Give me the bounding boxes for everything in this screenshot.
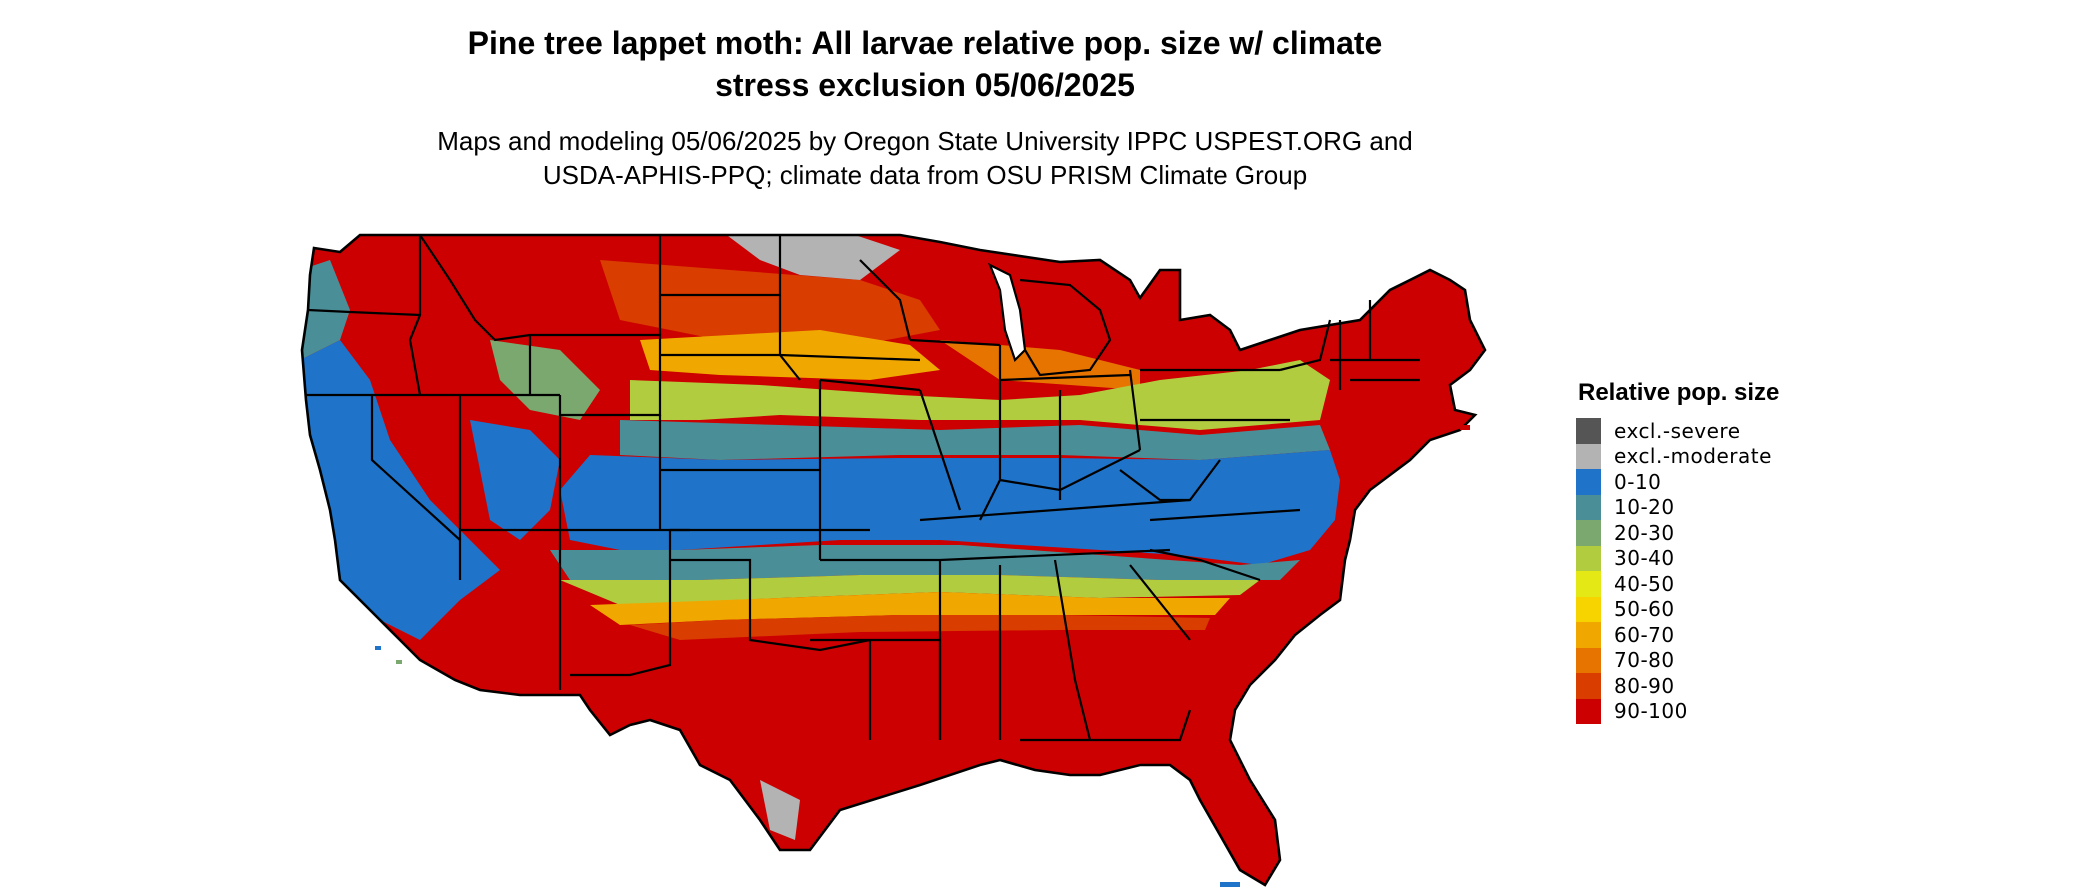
legend-swatch xyxy=(1576,647,1601,673)
legend-label: 50-60 xyxy=(1614,597,1675,622)
legend-label: 20-30 xyxy=(1614,520,1675,545)
population-bands xyxy=(302,235,1485,885)
border-ga-sc xyxy=(1129,564,1191,641)
legend-item-90-100: 90-100 xyxy=(1576,698,1779,724)
map-subtitle: Maps and modeling 05/06/2025 by Oregon S… xyxy=(340,124,1510,192)
border-wi-il xyxy=(909,338,1001,347)
state-boundaries xyxy=(300,233,1487,887)
border-wa-or xyxy=(307,308,421,317)
legend-item-40-50: 40-50 xyxy=(1576,571,1779,597)
legend-item-20-30: 20-30 xyxy=(1576,520,1779,546)
band-30-40-south xyxy=(560,575,1260,605)
legend-swatch xyxy=(1576,469,1601,495)
border-mn-wi xyxy=(859,259,912,341)
legend-item-0-10: 0-10 xyxy=(1576,469,1779,495)
border-al-ga xyxy=(1053,559,1092,741)
lake-michigan-outline xyxy=(987,262,1027,363)
legend-item-70-80: 70-80 xyxy=(1576,647,1779,673)
legend-swatch xyxy=(1576,494,1601,520)
border-ia-mo xyxy=(819,378,921,392)
border-ny-ne xyxy=(1279,319,1332,372)
border-mi-oh xyxy=(999,373,1131,382)
band-20-30-mountain xyxy=(490,340,600,420)
legend-item-excl-moderate: excl.-moderate xyxy=(1576,443,1779,469)
legend-swatch xyxy=(1576,622,1601,648)
border-nm-tx xyxy=(570,530,672,677)
band-0-10 xyxy=(560,450,1340,565)
legend-item-50-60: 50-60 xyxy=(1576,596,1779,622)
excl-moderate-texas xyxy=(760,780,800,840)
legend-item-80-90: 80-90 xyxy=(1576,673,1779,699)
island-channel-1 xyxy=(375,646,381,650)
border-oh-pa xyxy=(1128,369,1142,451)
legend-label: 40-50 xyxy=(1614,571,1675,596)
band-10-20 xyxy=(620,420,1330,460)
legend-item-30-40: 30-40 xyxy=(1576,545,1779,571)
border-va-nc xyxy=(1149,508,1301,522)
legend-label: 80-90 xyxy=(1614,673,1675,698)
legend-label: 90-100 xyxy=(1614,699,1688,724)
border-tn-south xyxy=(939,548,1171,562)
legend-label: 70-80 xyxy=(1614,648,1675,673)
border-oh-wv-ky xyxy=(999,449,1141,492)
legend: Relative pop. size excl.-severe excl.-mo… xyxy=(1576,378,1779,724)
legend-swatch xyxy=(1576,545,1601,571)
map-subtitle-line-1: Maps and modeling 05/06/2025 by Oregon S… xyxy=(437,126,1413,156)
band-30-40 xyxy=(630,360,1330,430)
band-80-90 xyxy=(600,260,940,345)
border-wyoming xyxy=(530,333,662,417)
legend-swatch xyxy=(1576,418,1601,444)
national-outline xyxy=(300,233,1487,887)
band-10-20-south xyxy=(550,545,1300,580)
border-id-mt xyxy=(419,234,531,342)
legend-label: 60-70 xyxy=(1614,622,1675,647)
legend-label: 30-40 xyxy=(1614,546,1675,571)
map-title-line-2: stress exclusion 05/06/2025 xyxy=(715,67,1135,103)
border-ga-fl xyxy=(1020,709,1192,742)
island-channel-2 xyxy=(396,660,402,664)
coastal-details xyxy=(375,425,1470,887)
excl-moderate-north xyxy=(720,235,900,280)
legend-items: excl.-severe excl.-moderate 0-10 10-20 2… xyxy=(1576,418,1779,724)
map-title: Pine tree lappet moth: All larvae relati… xyxy=(340,22,1510,106)
legend-swatch xyxy=(1576,571,1601,597)
cape-cod-marker xyxy=(1460,425,1470,430)
legend-item-10-20: 10-20 xyxy=(1576,494,1779,520)
border-tx-ok xyxy=(670,558,871,652)
legend-swatch xyxy=(1576,698,1601,724)
border-new-england xyxy=(1330,300,1420,390)
legend-swatch xyxy=(1576,443,1601,469)
border-tn-ky xyxy=(919,498,1191,522)
us-map xyxy=(300,233,1487,887)
legend-item-60-70: 60-70 xyxy=(1576,622,1779,648)
legend-item-excl-severe: excl.-severe xyxy=(1576,418,1779,444)
legend-swatch xyxy=(1576,520,1601,546)
border-wv-va xyxy=(1119,459,1221,502)
legend-swatch xyxy=(1576,596,1601,622)
legend-label: excl.-severe xyxy=(1614,418,1741,443)
legend-swatch xyxy=(1576,673,1601,699)
band-0-10-west xyxy=(302,340,500,640)
map-subtitle-line-2: USDA-APHIS-PPQ; climate data from OSU PR… xyxy=(542,160,1308,190)
band-0-10-mountain xyxy=(470,420,560,540)
border-or-id xyxy=(408,235,422,396)
michigan-outline xyxy=(1019,278,1112,377)
border-mn-ia xyxy=(779,353,921,362)
legend-label: 10-20 xyxy=(1614,495,1675,520)
legend-title: Relative pop. size xyxy=(1578,379,1780,406)
map-title-line-1: Pine tree lappet moth: All larvae relati… xyxy=(467,25,1383,61)
legend-label: 0-10 xyxy=(1614,469,1662,494)
border-il-mo xyxy=(918,389,962,511)
border-nc-sc xyxy=(1149,548,1261,582)
legend-label: excl.-moderate xyxy=(1614,444,1772,469)
florida-keys xyxy=(1220,882,1240,887)
border-ca-nv xyxy=(370,395,462,580)
